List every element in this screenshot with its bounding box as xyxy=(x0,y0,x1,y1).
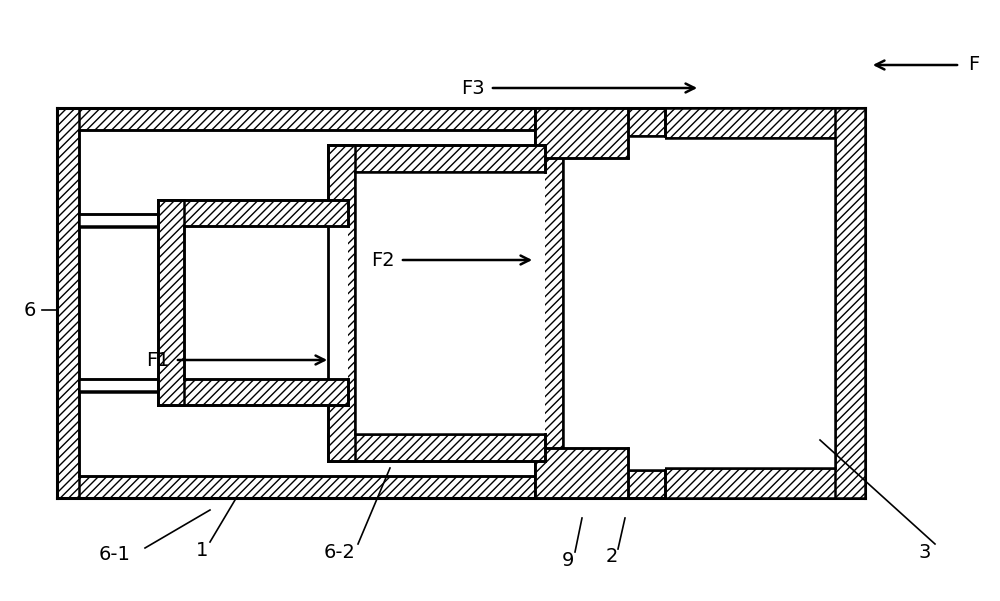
Bar xyxy=(535,108,563,498)
Bar xyxy=(79,214,158,227)
Bar xyxy=(57,476,865,498)
Bar xyxy=(184,226,348,379)
Bar xyxy=(535,448,628,498)
Text: 1: 1 xyxy=(196,540,208,560)
Text: 2: 2 xyxy=(606,548,618,567)
Bar xyxy=(79,379,158,392)
Bar xyxy=(835,108,865,498)
Bar xyxy=(328,145,355,461)
Bar xyxy=(535,470,665,498)
Bar xyxy=(158,200,348,226)
Bar xyxy=(535,108,628,158)
Text: 6-1: 6-1 xyxy=(99,546,131,564)
Bar xyxy=(328,145,545,172)
Text: F: F xyxy=(968,55,979,75)
Bar xyxy=(57,108,79,498)
Bar xyxy=(328,434,545,461)
Bar xyxy=(355,172,545,434)
Text: 6-2: 6-2 xyxy=(324,543,356,561)
Bar xyxy=(57,108,865,130)
Bar xyxy=(628,138,835,468)
Text: F2: F2 xyxy=(371,251,395,269)
Bar xyxy=(628,108,865,138)
Text: 9: 9 xyxy=(562,551,574,570)
Bar xyxy=(158,200,184,405)
Text: F3: F3 xyxy=(461,79,485,97)
Text: F1: F1 xyxy=(146,350,170,370)
Bar xyxy=(628,468,865,498)
Bar xyxy=(563,136,665,470)
Bar xyxy=(535,108,665,136)
Bar xyxy=(158,379,348,405)
Text: 6: 6 xyxy=(24,300,36,320)
Text: 3: 3 xyxy=(919,543,931,561)
